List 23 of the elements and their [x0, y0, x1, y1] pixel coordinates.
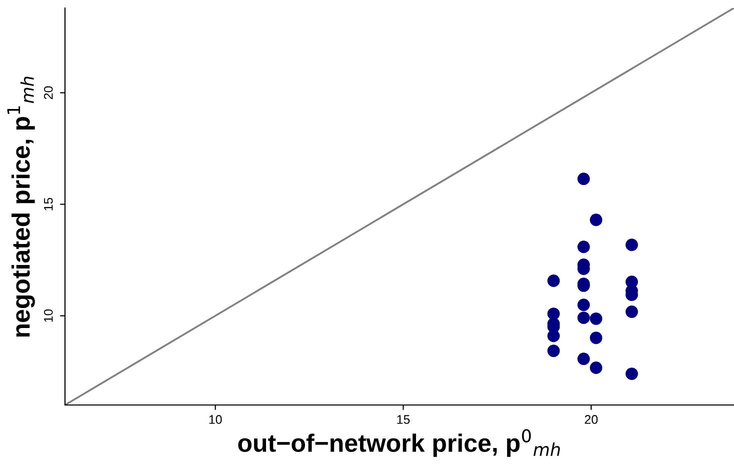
x-tick-label: 20	[584, 415, 598, 424]
point	[626, 306, 638, 318]
point	[590, 214, 602, 226]
x-tick-label: 10	[209, 415, 222, 424]
point	[577, 172, 590, 186]
point	[626, 368, 638, 380]
point	[590, 332, 602, 344]
point	[577, 298, 590, 312]
y-tick-label: 15	[44, 198, 53, 210]
y-axis-title: negotiated price, p$^{1}$$_{mh}$	[7, 76, 35, 337]
x-axis-title: out−of−network price, p$^{0}$$_{mh}$	[238, 429, 560, 457]
point	[547, 274, 560, 287]
point	[626, 238, 638, 252]
x-tick-label: 15	[397, 415, 410, 424]
point	[547, 330, 560, 342]
y-tick-label: 20	[44, 86, 53, 100]
y-tick-label: 10	[44, 309, 53, 322]
point	[577, 352, 590, 366]
point	[590, 312, 602, 325]
point	[547, 344, 560, 358]
point	[577, 312, 590, 324]
point	[577, 240, 590, 254]
point	[590, 362, 602, 374]
